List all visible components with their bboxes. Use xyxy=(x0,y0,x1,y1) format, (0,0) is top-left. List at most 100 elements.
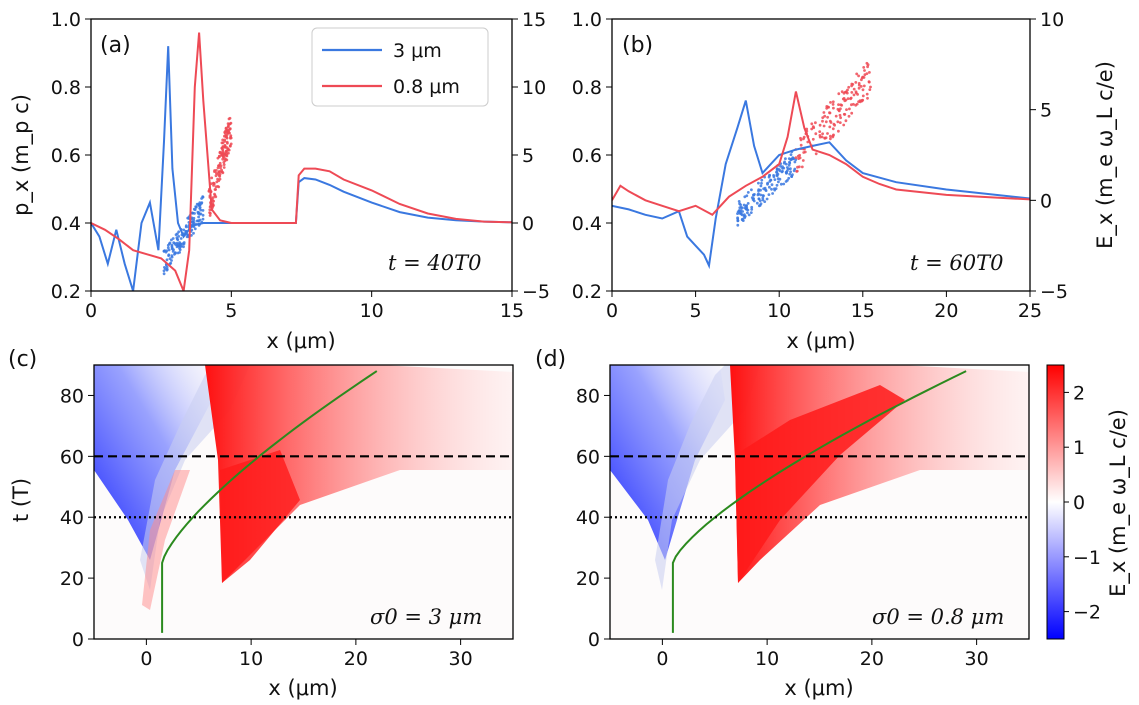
a-scatter-point xyxy=(182,242,186,246)
b-ticks-y2tick-label: 5 xyxy=(1040,100,1052,122)
b-scatter-point xyxy=(779,164,782,168)
c-front-region xyxy=(142,470,190,610)
b-scatter-point xyxy=(786,179,789,182)
b-scatter-point xyxy=(765,197,769,201)
a-scatter-point xyxy=(179,237,183,240)
b-scatter-point xyxy=(761,196,765,200)
b-scatter-point xyxy=(834,114,838,118)
a-scatter-point xyxy=(169,261,173,265)
b-scatter-point xyxy=(756,193,760,197)
c-heatmap xyxy=(94,365,513,639)
b-scatter-point xyxy=(822,111,826,114)
b-scatter-point xyxy=(843,99,847,103)
b-scatter-point xyxy=(750,205,754,209)
a-scatter-point xyxy=(212,199,216,203)
a-scatter-point xyxy=(167,254,171,257)
b-scatter-point xyxy=(860,99,864,102)
b-scatter-point xyxy=(788,161,792,165)
b-scatter-point xyxy=(787,163,791,167)
b-scatter-point xyxy=(743,195,747,199)
a-scatter-point xyxy=(191,211,195,215)
c-frame xyxy=(93,364,514,640)
c-ticks-xtick-label: 0 xyxy=(140,648,152,670)
a-scatter-point xyxy=(170,246,174,250)
a-scatter-point xyxy=(221,138,225,142)
d-strong-positive-region xyxy=(735,385,905,583)
a-scatter-point xyxy=(192,231,195,235)
a-particle-scatter xyxy=(162,116,233,276)
b-scatter-point xyxy=(742,214,746,218)
b-scatter-point xyxy=(750,188,753,192)
b-scatter-point xyxy=(801,159,805,162)
b-scatter-point xyxy=(746,211,749,215)
b-axis-ticks: 0 5 10 15 20 25 0.2 0.4 0.6 0.8 1.0 −5 0 5 10 xyxy=(572,9,1068,322)
a-ticks-y2tick-label: 10 xyxy=(522,77,546,99)
b-scatter-point xyxy=(838,121,842,124)
b-ticks-ytick-label: 0.4 xyxy=(572,213,602,235)
b-scatter-point xyxy=(814,152,818,156)
a-scatter-point xyxy=(192,216,196,220)
b-scatter-point xyxy=(840,103,844,107)
a-ylabel: p_x (m_p c) xyxy=(9,94,34,216)
a-ticks-ytick-label: 0.2 xyxy=(51,281,81,303)
c-positive-field-region xyxy=(205,365,513,583)
b-scatter-point xyxy=(787,157,791,161)
b-ticks-xtick-label: 25 xyxy=(1018,300,1042,322)
legend-label-3um: 3 μm xyxy=(393,40,442,62)
b-ticks-xtick-label: 10 xyxy=(767,300,791,322)
b-scatter-point xyxy=(768,180,772,183)
c-ticks-ytick-label: 20 xyxy=(60,568,84,590)
b-scatter-point xyxy=(794,156,798,160)
b-scatter-point xyxy=(850,111,854,115)
a-scatter-point xyxy=(174,251,177,255)
a-scatter-point xyxy=(208,211,212,215)
a-scatter-point xyxy=(197,204,201,207)
a-scatter-point xyxy=(175,237,179,241)
b-scatter-point xyxy=(768,174,771,178)
b-scatter-point xyxy=(757,204,761,208)
b-scatter-point xyxy=(745,204,748,208)
a-scatter-point xyxy=(224,145,227,149)
c-xlabel: x (μm) xyxy=(268,676,337,700)
a-scatter-point xyxy=(220,154,224,157)
b-scatter-point xyxy=(854,81,858,84)
b-scatter-point xyxy=(837,108,841,112)
a-scatter-point xyxy=(225,130,228,134)
panel-b: 0 5 10 15 20 25 0.2 0.4 0.6 0.8 1.0 −5 0 5 10 (b) x (μ… xyxy=(572,9,1118,353)
d-ticks-ytick-label: 60 xyxy=(576,446,600,468)
a-scatter-point xyxy=(217,179,221,183)
a-scatter-point xyxy=(221,157,225,161)
b-scatter-point xyxy=(857,74,860,78)
d-trajectory xyxy=(671,370,967,633)
b-scatter-point xyxy=(741,210,744,213)
b-scatter-point xyxy=(751,198,755,202)
a-scatter-point xyxy=(168,257,172,260)
b-scatter-point xyxy=(775,168,779,172)
b-ticks-xtick-label: 20 xyxy=(934,300,958,322)
b-scatter-point xyxy=(773,188,777,192)
d-ticks-ytick-label: 0 xyxy=(588,629,600,651)
a-scatter-point xyxy=(211,196,215,199)
b-ticks-ytick-label: 0.8 xyxy=(572,77,602,99)
b-scatter-point xyxy=(770,183,774,187)
b-scatter-point xyxy=(847,85,851,89)
panel-c: 0 10 20 30 0 20 40 60 80 (c) x (μm) t (T) σ0 = 3… xyxy=(8,347,514,700)
a-scatter-point xyxy=(184,224,188,228)
b-scatter-point xyxy=(775,170,778,174)
b-scatter-point xyxy=(744,207,748,210)
c-panel-label: (c) xyxy=(8,347,37,372)
a-scatter-point xyxy=(165,258,169,262)
b-scatter-point xyxy=(823,114,827,118)
b-scatter-point xyxy=(821,116,825,119)
c-ylabel: t (T) xyxy=(9,478,33,522)
a-scatter-point xyxy=(208,214,212,217)
a-ticks-ytick-label: 0.4 xyxy=(51,213,81,235)
b-scatter-point xyxy=(868,71,871,74)
c-trajectory xyxy=(161,370,378,633)
b-scatter-point xyxy=(855,102,859,106)
b-scatter-point xyxy=(742,203,746,207)
b-scatter-point xyxy=(767,193,771,197)
b-scatter-point xyxy=(837,92,841,96)
b-scatter-point xyxy=(846,97,850,100)
d-panel-label: (d) xyxy=(535,347,566,372)
